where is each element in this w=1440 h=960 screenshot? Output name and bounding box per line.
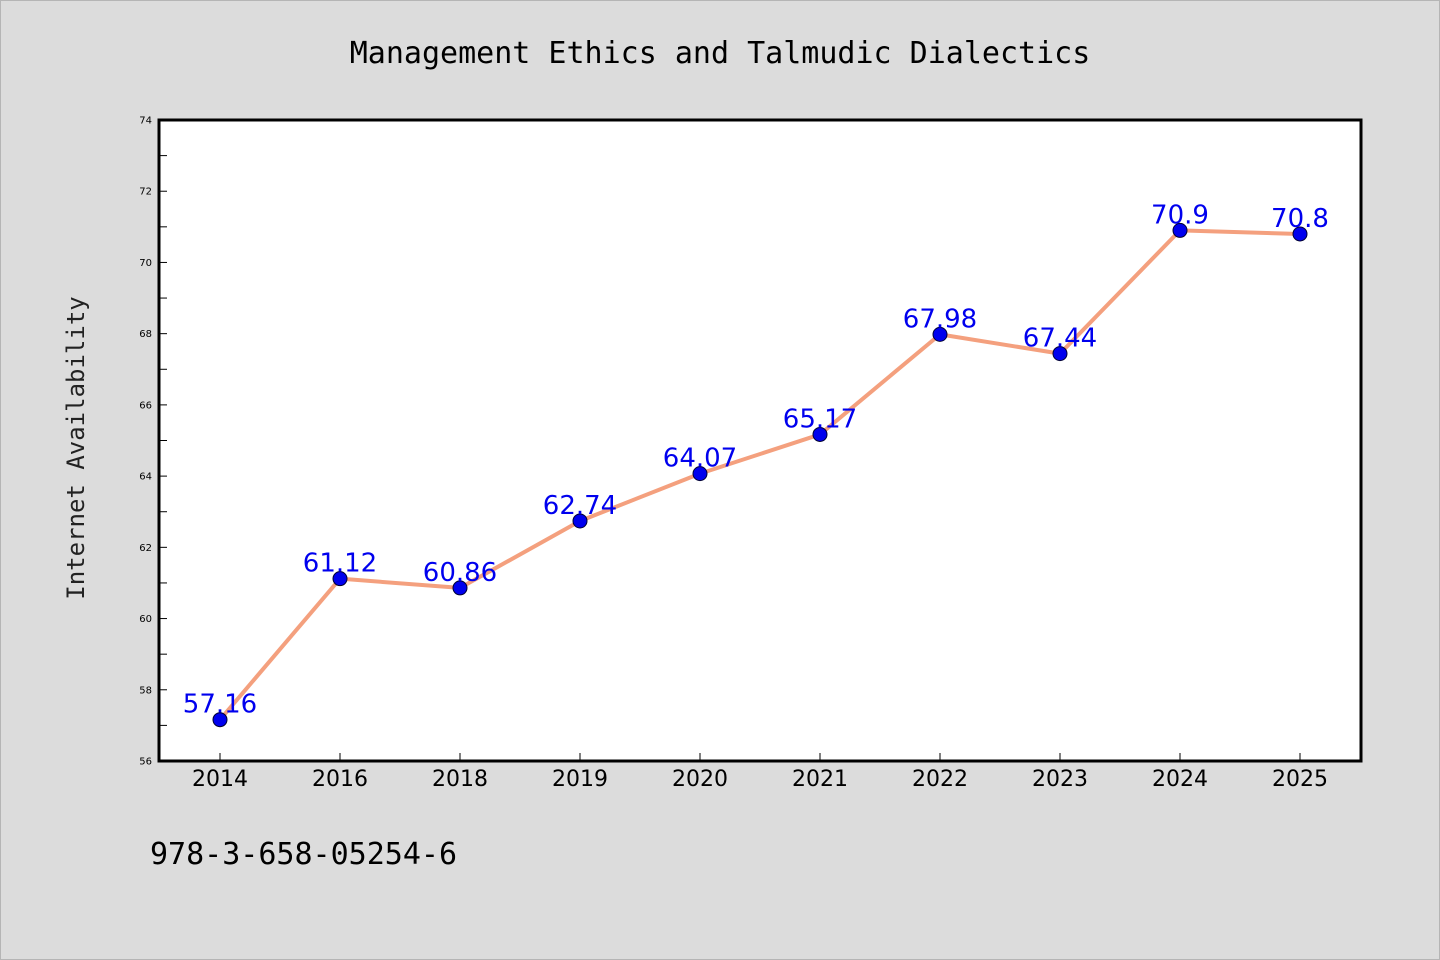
x-tick-label: 2025 xyxy=(1272,767,1328,792)
y-axis: 56 58 60 62 64 66 68 70 72 74 xyxy=(139,116,167,768)
data-label: 57.16 xyxy=(183,690,257,720)
series-line xyxy=(218,228,1302,722)
y-axis-label: Internet Availability xyxy=(62,296,90,599)
x-tick-label: 2018 xyxy=(432,767,488,792)
data-label: 67.98 xyxy=(903,304,977,334)
y-tick-label: 62 xyxy=(139,543,152,554)
data-label: 60.86 xyxy=(423,558,497,588)
y-tick-label: 64 xyxy=(139,472,152,483)
data-point-marker xyxy=(812,426,828,442)
data-label: 62.74 xyxy=(543,491,617,521)
data-point-marker xyxy=(692,466,708,482)
data-point-marker xyxy=(452,580,468,596)
isbn-footer: 978-3-658-05254-6 xyxy=(150,837,457,872)
x-tick-label: 2019 xyxy=(552,767,608,792)
x-tick-label: 2022 xyxy=(912,767,968,792)
series-line-group: 57.16 61.12 60.86 62.74 64.07 65.17 67.98 67.44… xyxy=(183,200,1329,728)
y-tick-label: 72 xyxy=(139,187,152,198)
data-label: 67.44 xyxy=(1023,324,1097,354)
data-label: 65.17 xyxy=(783,404,857,434)
data-point-marker xyxy=(932,326,948,342)
y-tick-label: 68 xyxy=(139,329,152,340)
data-point-marker xyxy=(332,571,348,587)
y-tick-label: 70 xyxy=(139,258,152,269)
x-tick-label: 2016 xyxy=(312,767,368,792)
x-axis: 2014 2016 2018 2019 2020 2021 2022 2023 2024 2025 xyxy=(192,753,1328,792)
y-tick-label: 56 xyxy=(139,757,152,768)
chart-title: Management Ethics and Talmudic Dialectic… xyxy=(350,36,1091,71)
y-tick-label: 58 xyxy=(139,685,152,696)
data-label: 61.12 xyxy=(303,549,377,579)
data-point-marker xyxy=(572,513,588,529)
y-tick-label: 66 xyxy=(139,400,152,411)
x-tick-label: 2014 xyxy=(192,767,248,792)
data-point-marker xyxy=(212,712,228,728)
x-tick-label: 2023 xyxy=(1032,767,1088,792)
x-tick-label: 2020 xyxy=(672,767,728,792)
y-tick-label: 60 xyxy=(139,614,152,625)
data-point-marker xyxy=(1052,346,1068,362)
y-tick-label: 74 xyxy=(139,116,152,127)
plot-area xyxy=(157,118,1363,763)
data-point-marker xyxy=(1172,222,1188,238)
data-label: 70.9 xyxy=(1151,200,1209,230)
data-label: 64.07 xyxy=(663,444,737,474)
x-tick-label: 2021 xyxy=(792,767,848,792)
data-label: 70.8 xyxy=(1271,204,1329,234)
data-point-marker xyxy=(1292,226,1308,242)
x-tick-label: 2024 xyxy=(1152,767,1208,792)
